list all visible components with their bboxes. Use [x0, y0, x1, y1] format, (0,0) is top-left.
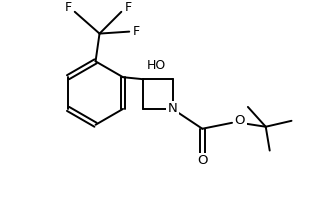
Text: F: F — [64, 1, 71, 14]
Text: HO: HO — [147, 59, 166, 72]
Text: F: F — [133, 25, 140, 38]
Text: F: F — [125, 1, 132, 14]
Text: O: O — [235, 114, 245, 127]
Text: N: N — [168, 102, 178, 116]
Text: O: O — [197, 154, 208, 167]
